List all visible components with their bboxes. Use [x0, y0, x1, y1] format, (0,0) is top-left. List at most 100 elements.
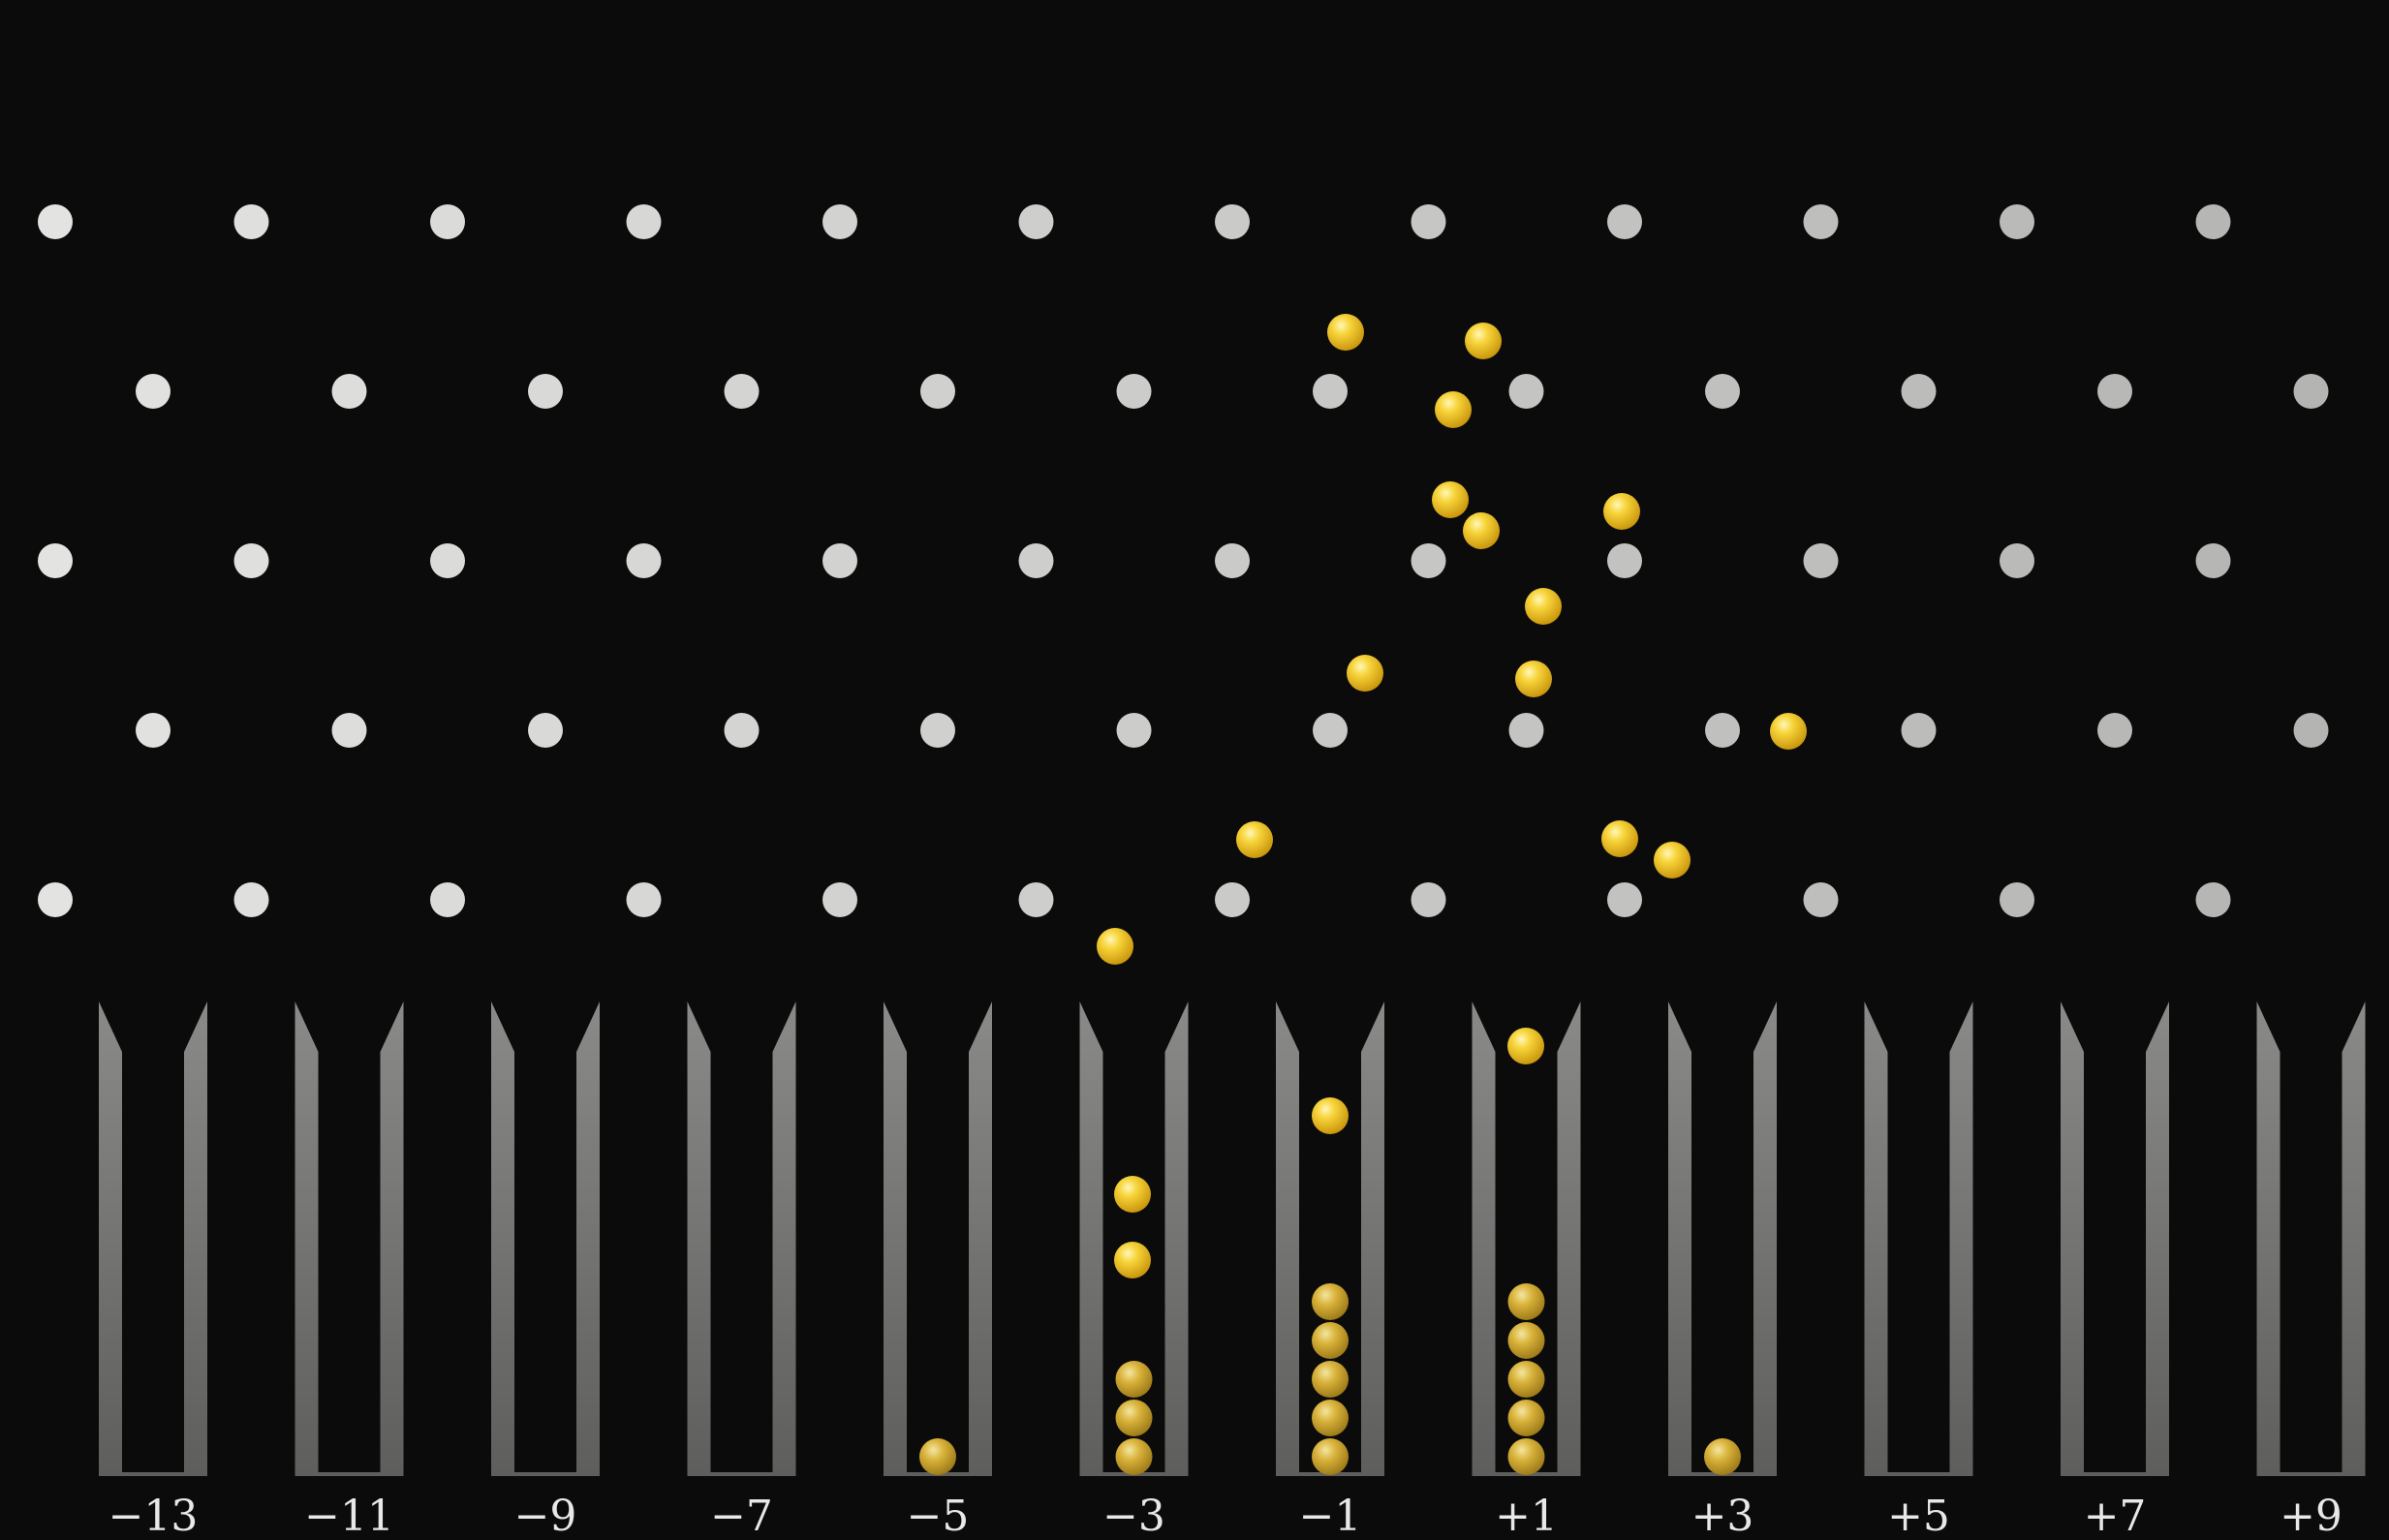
bin-wall: [2061, 1001, 2084, 1476]
peg: [1803, 882, 1839, 917]
settled-ball: [1704, 1438, 1741, 1475]
settled-ball: [1115, 1361, 1153, 1398]
peg: [1803, 543, 1839, 578]
bin-wall: [1753, 1001, 1777, 1476]
peg: [2195, 204, 2231, 239]
peg: [1607, 204, 1642, 239]
falling-ball: [1525, 588, 1562, 625]
peg: [1803, 204, 1839, 239]
peg: [1313, 374, 1348, 409]
bin-wall: [1164, 1001, 1189, 1476]
settled-ball: [1507, 1322, 1545, 1359]
peg: [38, 882, 73, 917]
falling-ball: [1601, 820, 1638, 857]
settled-ball: [919, 1438, 956, 1475]
peg: [626, 882, 662, 917]
peg: [136, 713, 171, 748]
peg: [136, 374, 171, 409]
peg: [1705, 374, 1740, 409]
falling-ball: [1236, 821, 1273, 858]
peg-grid: [38, 204, 2329, 917]
peg: [1215, 204, 1250, 239]
peg: [1411, 543, 1446, 578]
bin-wall: [1361, 1001, 1384, 1476]
bin-wall: [884, 1001, 907, 1476]
bin-label: −13: [109, 1492, 199, 1540]
falling-ball: [1114, 1242, 1151, 1278]
peg: [2000, 204, 2034, 239]
bin-wall: [295, 1001, 319, 1476]
bin-wall: [576, 1001, 600, 1476]
bin-label: −5: [907, 1492, 970, 1540]
bin-floor: [2072, 1472, 2157, 1476]
peg: [1018, 882, 1054, 917]
settled-ball: [1312, 1322, 1349, 1359]
falling-ball: [1114, 1176, 1151, 1213]
peg: [38, 204, 73, 239]
falling-ball: [1515, 661, 1552, 697]
peg: [2097, 374, 2132, 409]
peg: [1116, 713, 1152, 748]
bin-wall: [1472, 1001, 1496, 1476]
bin-floor: [110, 1472, 196, 1476]
falling-ball: [1432, 481, 1469, 518]
peg: [626, 204, 662, 239]
peg: [1607, 882, 1642, 917]
settled-ball: [1507, 1438, 1545, 1475]
falling-ball: [1603, 493, 1640, 530]
peg: [1607, 543, 1642, 578]
bin-wall: [969, 1001, 992, 1476]
settled-ball: [1507, 1361, 1545, 1398]
bin-wall: [99, 1001, 122, 1476]
settled-ball: [1312, 1400, 1349, 1436]
peg: [2000, 543, 2034, 578]
settled-ball: [1312, 1283, 1349, 1320]
bin-floor: [306, 1472, 392, 1476]
peg: [1901, 713, 1937, 748]
falling-ball: [1507, 1028, 1544, 1064]
settled-ball: [1312, 1361, 1349, 1398]
falling-balls: [1097, 314, 1807, 1278]
peg: [1313, 713, 1348, 748]
bin-wall: [772, 1001, 796, 1476]
falling-ball: [1770, 713, 1807, 750]
bin-floor: [698, 1472, 785, 1476]
bin-wall: [1949, 1001, 1973, 1476]
falling-ball: [1654, 842, 1691, 878]
peg: [1705, 713, 1740, 748]
bin-label: +1: [1495, 1492, 1558, 1540]
bin-floor: [2268, 1472, 2354, 1476]
falling-ball: [1312, 1097, 1349, 1134]
falling-ball: [1097, 928, 1133, 965]
bin-wall: [2342, 1001, 2366, 1476]
bin-labels: −13 −11 −9 −7 −5 −3 −1 +1 +3 +5 +7 +9: [109, 1492, 2342, 1540]
bin-label: +3: [1691, 1492, 1754, 1540]
bin-wall: [687, 1001, 711, 1476]
peg: [2195, 543, 2231, 578]
bin-label: −11: [304, 1492, 394, 1540]
peg: [1215, 543, 1250, 578]
peg: [233, 882, 269, 917]
falling-ball: [1463, 512, 1500, 549]
peg: [822, 882, 857, 917]
peg: [331, 374, 367, 409]
peg: [1018, 204, 1054, 239]
peg: [1116, 374, 1152, 409]
bin-wall: [184, 1001, 207, 1476]
bin-floor: [503, 1472, 588, 1476]
peg: [920, 713, 955, 748]
peg: [2293, 374, 2329, 409]
peg: [528, 713, 563, 748]
peg: [2293, 713, 2329, 748]
falling-ball: [1465, 323, 1502, 359]
bin-wall: [2256, 1001, 2280, 1476]
peg: [920, 374, 955, 409]
bin-label: −3: [1102, 1492, 1165, 1540]
settled-ball: [1507, 1400, 1545, 1436]
bin-wall: [1864, 1001, 1888, 1476]
peg: [233, 543, 269, 578]
peg: [331, 713, 367, 748]
bin-wall: [491, 1001, 514, 1476]
peg: [1411, 882, 1446, 917]
falling-ball: [1327, 314, 1364, 351]
